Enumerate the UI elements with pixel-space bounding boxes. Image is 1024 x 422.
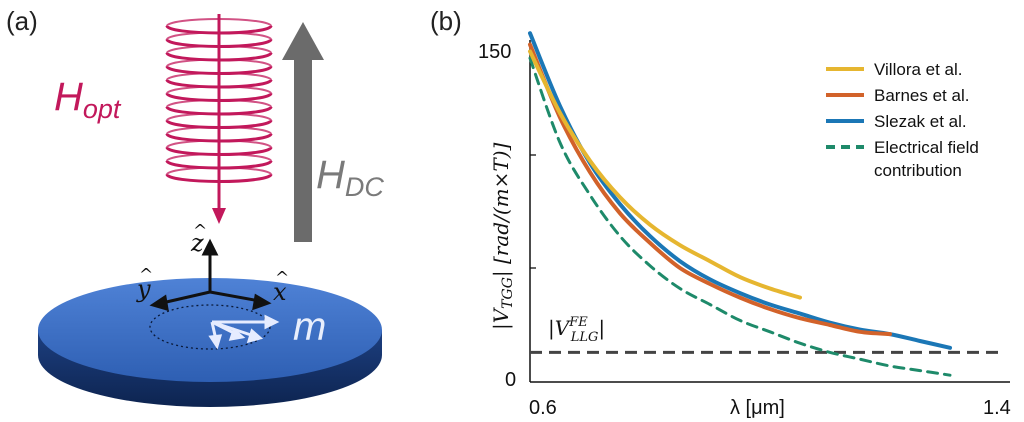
legend-entry-villora: Villora et al. [874, 60, 963, 79]
x-axis-label: λ [μm] [730, 397, 785, 419]
hline-label: |VFE LLG| [548, 315, 605, 345]
series-line-slezak-et-al [528, 31, 952, 350]
magnetization-vectors [208, 314, 280, 350]
axis-hat-z: ^ [193, 221, 207, 241]
optical-field-coil [165, 14, 273, 224]
x-tick-0.6: 0.6 [529, 397, 557, 419]
series-line-barnes-et-al [528, 42, 892, 337]
coil-loop-front [165, 173, 273, 183]
coordinate-axes [149, 238, 272, 312]
h-opt-label: Hopt [54, 75, 122, 124]
legend-entry-barnes: Barnes et al. [874, 86, 969, 105]
series-line-villora-et-al [528, 49, 802, 300]
coil-loop-front [165, 92, 273, 102]
series-line-electrical-field-contribution [528, 56, 952, 377]
panel-label-a: (a) [6, 6, 38, 36]
coil-loop-front [165, 133, 273, 143]
y-tick-150: 150 [478, 41, 511, 63]
coil-loop-front [165, 79, 273, 89]
axis-label-y: y [136, 275, 151, 303]
series-layer [528, 31, 1004, 377]
coil-loop-front [165, 106, 273, 116]
axis-hat-y: ^ [139, 265, 153, 285]
coil-loop-front [165, 25, 273, 35]
m-label: m [293, 305, 326, 349]
legend-entry-efield: Electrical field [874, 138, 979, 157]
coil-loop-front [165, 52, 273, 62]
panel-label-b: (b) [430, 6, 462, 36]
coil-loop-front [165, 160, 273, 170]
coil-loop-front [165, 119, 273, 129]
legend-entry-slezak: Slezak et al. [874, 112, 967, 131]
magnetic-disk [38, 278, 382, 407]
coil-loop-front [165, 65, 273, 75]
h-dc-label: HDC [316, 153, 384, 202]
chart-plot-area [529, 40, 1010, 383]
legend: Villora et al. Barnes et al. Slezak et a… [826, 60, 979, 180]
y-tick-0: 0 [505, 369, 516, 391]
y-axis-label: |VTGG| [rad/(m×T)] [489, 143, 516, 330]
axis-label-z: z [190, 229, 204, 257]
legend-entry-efield-cont: contribution [874, 161, 962, 180]
coil-loop-front [165, 38, 273, 48]
axis-label-x: x [273, 278, 287, 306]
x-tick-1.4: 1.4 [983, 397, 1011, 419]
axis-hat-x: ^ [275, 268, 289, 288]
coil-loop-front [165, 146, 273, 156]
dc-field-arrow [282, 22, 324, 242]
